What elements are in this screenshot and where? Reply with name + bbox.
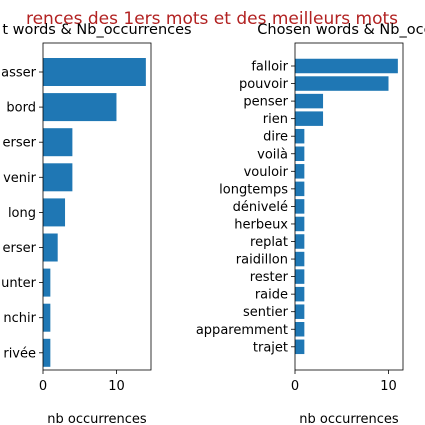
left-bar	[43, 268, 51, 297]
right-ytick-label: raidillon	[236, 253, 288, 268]
right-ytick-label: replat	[250, 235, 288, 250]
right-bar	[295, 164, 305, 179]
right-ytick-label: voilà	[257, 147, 288, 162]
right-bar	[295, 322, 305, 337]
right-ytick-label: rester	[250, 270, 289, 285]
left-ytick-label: venir	[3, 171, 37, 186]
right-chart-xlabel: nb occurrences	[299, 412, 399, 425]
right-ytick-label: dire	[263, 130, 288, 145]
left-chart: t words & Nb_occurrences nb occurrences …	[1, 22, 192, 425]
left-bar	[43, 93, 117, 122]
right-bar	[295, 58, 398, 74]
left-chart-xlabel: nb occurrences	[47, 412, 147, 425]
right-bar	[295, 251, 305, 267]
right-ytick-label: dénivelé	[233, 200, 288, 215]
left-ytick-label: rivée	[3, 346, 36, 361]
left-bar	[43, 338, 51, 367]
right-bar	[295, 339, 305, 355]
right-bar	[295, 199, 305, 214]
left-chart-marks: asser bord erser venir long erser unter nchir ri…	[1, 42, 152, 394]
right-ytick-label: penser	[243, 95, 288, 110]
right-ytick-label: sentier	[243, 305, 289, 320]
right-ytick-label: falloir	[251, 60, 288, 75]
right-bar	[295, 304, 305, 319]
right-ytick-label: pouvoir	[239, 77, 289, 92]
right-bar	[295, 128, 305, 144]
right-chart-marks: falloir pouvoir penser rien dire voilà vouloir…	[196, 42, 404, 394]
right-bar	[295, 269, 305, 284]
right-bar	[295, 181, 305, 197]
right-bar	[295, 216, 305, 232]
right-ytick-label: herbeux	[234, 217, 288, 232]
left-chart-title: t words & Nb_occurrences	[2, 22, 191, 38]
right-ytick-label: trajet	[253, 340, 288, 355]
left-ytick-label: erser	[3, 136, 37, 151]
right-bar	[295, 76, 389, 91]
right-ytick-label: rien	[263, 112, 288, 127]
left-axes-frame	[42, 42, 152, 371]
left-bar	[43, 233, 58, 262]
left-ytick-label: asser	[1, 66, 37, 81]
right-ytick-label: raide	[255, 288, 288, 303]
right-bar	[295, 111, 324, 126]
left-bar	[43, 198, 66, 227]
left-ytick-label: long	[8, 206, 36, 221]
figure-suptitle: rences des 1ers mots et des meilleurs mo…	[26, 9, 398, 29]
right-chart-title: Chosen words & Nb_occu	[257, 22, 425, 38]
left-ytick-label: unter	[1, 276, 37, 291]
left-ytick-label: erser	[3, 241, 37, 256]
left-bar	[43, 163, 73, 192]
right-xtick-label: 0	[291, 379, 299, 394]
left-ytick-label: nchir	[3, 311, 36, 326]
left-bar	[43, 303, 51, 332]
left-bar	[43, 128, 73, 157]
left-xtick-label: 10	[108, 379, 125, 394]
right-bar	[295, 286, 305, 302]
right-ytick-label: vouloir	[244, 165, 289, 180]
right-bar	[295, 146, 305, 161]
right-bar	[295, 93, 324, 109]
right-ytick-label: longtemps	[219, 182, 288, 197]
right-ytick-label: apparemment	[196, 323, 288, 338]
left-ytick-label: bord	[6, 101, 36, 116]
left-bar	[43, 58, 146, 86]
left-xtick-label: 0	[39, 379, 47, 394]
right-bar	[295, 234, 305, 249]
right-chart: Chosen words & Nb_occu nb occurrences fa…	[196, 22, 425, 425]
right-xtick-label: 10	[380, 379, 397, 394]
right-axes-frame	[294, 42, 404, 371]
